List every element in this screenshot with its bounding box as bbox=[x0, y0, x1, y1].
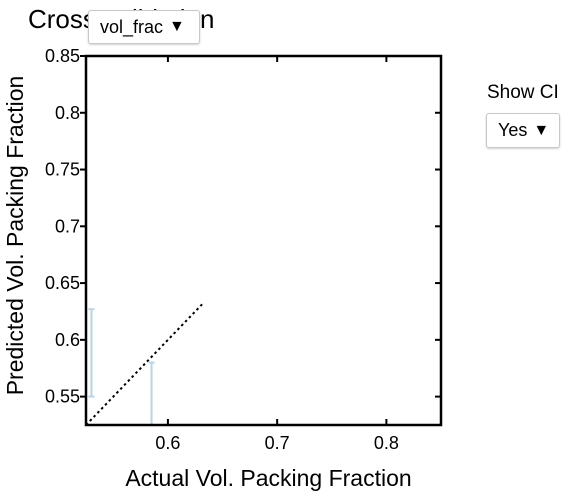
y-tick-label: 0.75 bbox=[45, 160, 80, 180]
error-bars bbox=[88, 309, 154, 425]
x-axis: 0.6 0.7 0.8 bbox=[155, 56, 398, 453]
y-tick-label: 0.85 bbox=[45, 46, 80, 66]
metric-dropdown-value: vol_frac bbox=[100, 17, 163, 38]
parity-line bbox=[86, 304, 203, 425]
y-tick-label: 0.8 bbox=[55, 103, 80, 123]
chevron-down-icon: ▼ bbox=[169, 18, 185, 36]
y-tick-label: 0.55 bbox=[45, 387, 80, 407]
y-axis-title: Predicted Vol. Packing Fraction bbox=[2, 76, 28, 396]
x-tick-label: 0.8 bbox=[374, 433, 399, 453]
x-tick-label: 0.7 bbox=[265, 433, 290, 453]
show-ci-dropdown-value: Yes bbox=[498, 120, 527, 141]
metric-dropdown[interactable]: vol_frac ▼ bbox=[88, 10, 200, 44]
y-axis: 0.55 0.6 0.65 0.7 0.75 0.8 0.85 bbox=[45, 46, 441, 407]
show-ci-label: Show CI bbox=[487, 82, 559, 104]
x-tick-label: 0.6 bbox=[155, 433, 180, 453]
y-tick-label: 0.65 bbox=[45, 273, 80, 293]
show-ci-dropdown[interactable]: Yes ▼ bbox=[486, 113, 560, 148]
y-tick-label: 0.6 bbox=[55, 330, 80, 350]
plot-frame bbox=[86, 56, 441, 425]
x-axis-title: Actual Vol. Packing Fraction bbox=[125, 465, 411, 491]
y-tick-label: 0.7 bbox=[55, 216, 80, 236]
chevron-down-icon: ▼ bbox=[533, 122, 549, 140]
